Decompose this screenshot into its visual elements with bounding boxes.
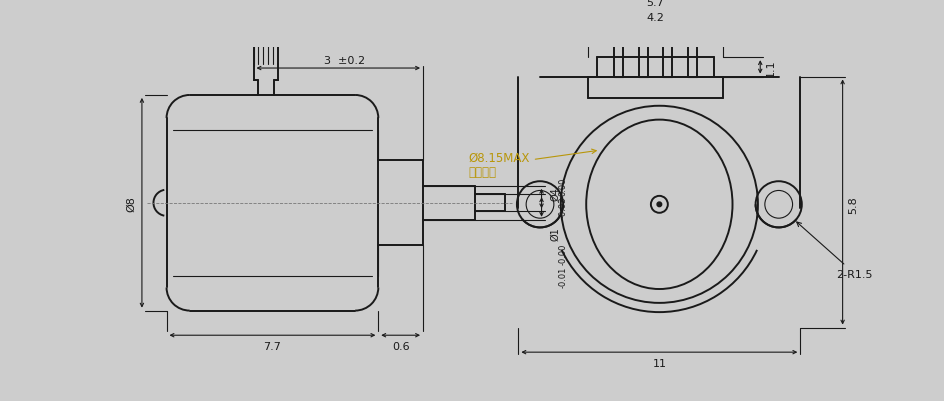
Circle shape <box>657 203 662 207</box>
Text: 5.7: 5.7 <box>647 0 665 8</box>
Text: 4.2: 4.2 <box>647 13 665 23</box>
Text: -0.03: -0.03 <box>559 196 567 218</box>
Text: Ø8.15MAX
包含焊点: Ø8.15MAX 包含焊点 <box>468 150 597 179</box>
Text: Ø8: Ø8 <box>126 195 136 211</box>
Text: 7.7: 7.7 <box>263 341 281 351</box>
Text: 5.8: 5.8 <box>849 196 858 214</box>
Text: 0.00: 0.00 <box>559 177 567 196</box>
Text: Ø1: Ø1 <box>550 227 561 241</box>
Text: 2-R1.5: 2-R1.5 <box>797 223 873 279</box>
Text: -0.00: -0.00 <box>559 243 567 264</box>
Text: -0.01: -0.01 <box>559 265 567 287</box>
Text: 11: 11 <box>652 358 666 368</box>
Text: 0.4: 0.4 <box>0 400 1 401</box>
Text: 0.6: 0.6 <box>392 341 410 351</box>
Text: 1.1: 1.1 <box>766 59 776 77</box>
Text: 3  ±0.2: 3 ±0.2 <box>324 56 365 66</box>
Text: Ø4: Ø4 <box>550 187 561 201</box>
